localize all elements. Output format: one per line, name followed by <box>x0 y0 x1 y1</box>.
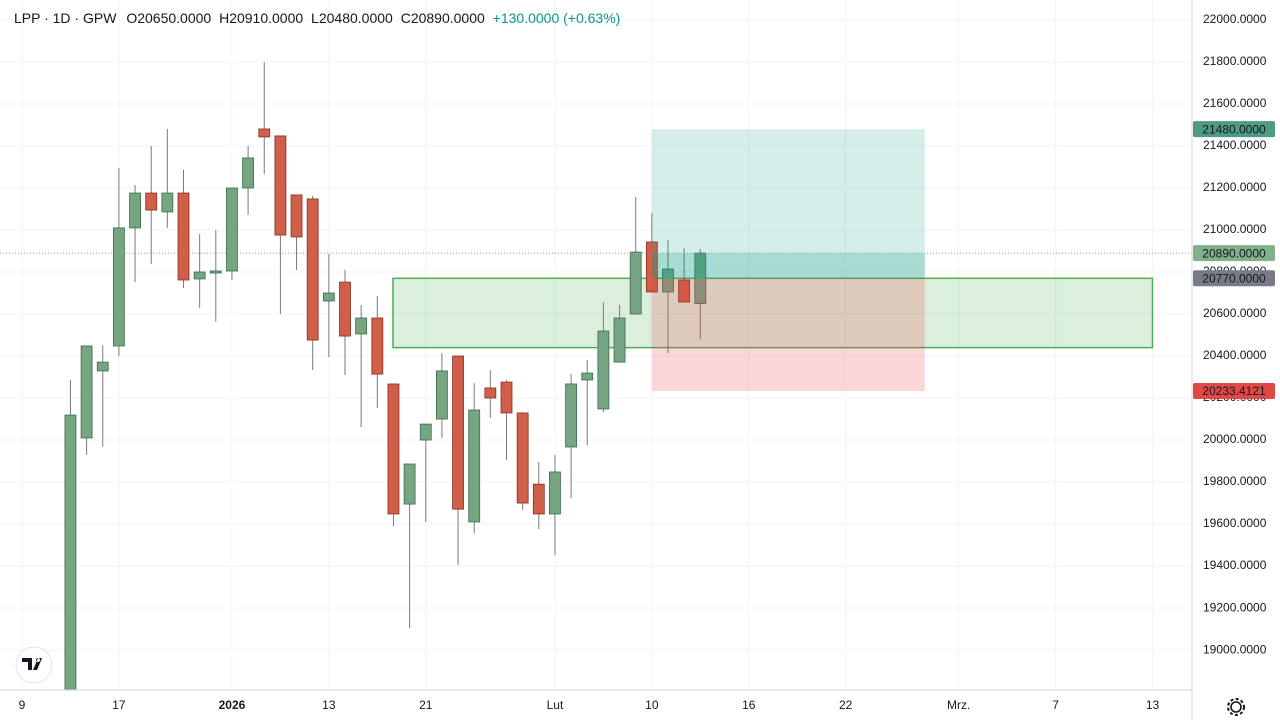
y-tick-label: 21000.0000 <box>1203 222 1267 236</box>
open: O20650.0000 <box>126 10 211 26</box>
y-tick-label: 21600.0000 <box>1203 96 1267 110</box>
last-price-badge-label: 20890.0000 <box>1202 246 1266 260</box>
y-tick-label: 22000.0000 <box>1203 12 1267 26</box>
candle-body <box>306 198 319 341</box>
candle-body <box>468 409 481 523</box>
candle-body <box>355 317 368 335</box>
candle-body <box>274 135 287 236</box>
x-tick-label: 9 <box>19 698 26 712</box>
last-price-badge <box>1193 245 1275 262</box>
candle-body <box>645 241 658 293</box>
candle-body <box>226 187 238 272</box>
x-tick-label: 16 <box>742 698 756 712</box>
candle-body <box>484 387 497 399</box>
tv-logo[interactable] <box>15 646 53 684</box>
x-tick-label: 13 <box>322 698 336 712</box>
x-tick-label: 17 <box>112 698 126 712</box>
candle-body <box>113 227 125 347</box>
open-pnl-area <box>651 253 925 279</box>
candle-body <box>145 192 158 211</box>
candle-body <box>613 317 626 363</box>
y-tick-label: 19600.0000 <box>1203 516 1267 530</box>
y-tick-label: 20600.0000 <box>1203 306 1267 320</box>
candle-body <box>403 463 416 505</box>
candle-body <box>242 157 255 189</box>
candle-body <box>500 381 513 414</box>
y-tick-label: 19800.0000 <box>1203 474 1267 488</box>
candle-body <box>452 355 464 510</box>
target-badge-label: 21480.0000 <box>1202 122 1266 136</box>
y-tick-label: 21400.0000 <box>1203 138 1267 152</box>
change: +130.0000 (+0.63%) <box>493 10 621 26</box>
candle-body <box>532 483 545 515</box>
x-tick-label: 22 <box>839 698 853 712</box>
candle-body <box>258 128 271 138</box>
settings-button[interactable] <box>1227 698 1245 716</box>
candle-body <box>129 192 141 229</box>
y-tick-label: 20000.0000 <box>1203 432 1267 446</box>
x-tick-label: 13 <box>1146 698 1160 712</box>
candle-body <box>435 370 448 420</box>
candle-body <box>565 383 577 448</box>
x-tick-label: 10 <box>645 698 659 712</box>
stop-badge-label: 20233.4121 <box>1202 384 1266 398</box>
candle-body <box>177 192 190 281</box>
y-tick-label: 21800.0000 <box>1203 54 1267 68</box>
position-layer <box>0 129 1192 392</box>
y-tick-label: 19200.0000 <box>1203 600 1267 614</box>
candle-body <box>209 270 222 274</box>
zone <box>392 277 1154 349</box>
x-tick-label: 2026 <box>219 698 246 712</box>
zone-layer <box>392 277 1154 349</box>
candle-body <box>387 383 400 515</box>
candle-body <box>597 330 610 410</box>
candle-body <box>339 281 351 337</box>
y-tick-label: 19400.0000 <box>1203 558 1267 572</box>
candle-body <box>161 192 174 213</box>
candle-body <box>662 268 674 293</box>
low: L20480.0000 <box>311 10 393 26</box>
loss-area <box>651 278 925 392</box>
entry-badge <box>1193 270 1275 287</box>
candle-body <box>419 423 432 441</box>
candle-body <box>549 471 561 515</box>
y-tick-label: 19000.0000 <box>1203 642 1267 656</box>
high: H20910.0000 <box>219 10 303 26</box>
x-tick-label: Mrz. <box>947 698 970 712</box>
candle-body <box>322 292 335 302</box>
candle-body <box>581 372 594 381</box>
x-tick-label: Lut <box>547 698 564 712</box>
x-tick-label: 7 <box>1052 698 1059 712</box>
close: C20890.0000 <box>401 10 485 26</box>
symbol: LPP · 1D · GPW <box>14 10 117 26</box>
axes: 19000.0000 19200.0000 19400.0000 19600.0000… <box>19 12 1275 712</box>
candle-body <box>80 345 93 439</box>
candle-body <box>193 271 206 280</box>
candle-body <box>694 252 707 304</box>
candle-body <box>516 412 529 504</box>
y-tick-label: 20400.0000 <box>1203 348 1267 362</box>
candles <box>64 61 707 690</box>
y-tick-label: 21200.0000 <box>1203 180 1267 194</box>
candle-body <box>290 194 303 238</box>
entry-badge-label: 20770.0000 <box>1202 271 1266 285</box>
x-tick-label: 21 <box>419 698 433 712</box>
candle-body <box>678 279 691 303</box>
candle-body <box>371 317 384 375</box>
candle-body <box>96 361 109 372</box>
stop-badge <box>1193 383 1275 400</box>
candle-body <box>629 251 642 315</box>
target-badge <box>1193 121 1275 138</box>
chart-legend: LPP · 1D · GPW O20650.0000 H20910.0000 L… <box>14 10 620 26</box>
candle-body <box>64 414 77 690</box>
